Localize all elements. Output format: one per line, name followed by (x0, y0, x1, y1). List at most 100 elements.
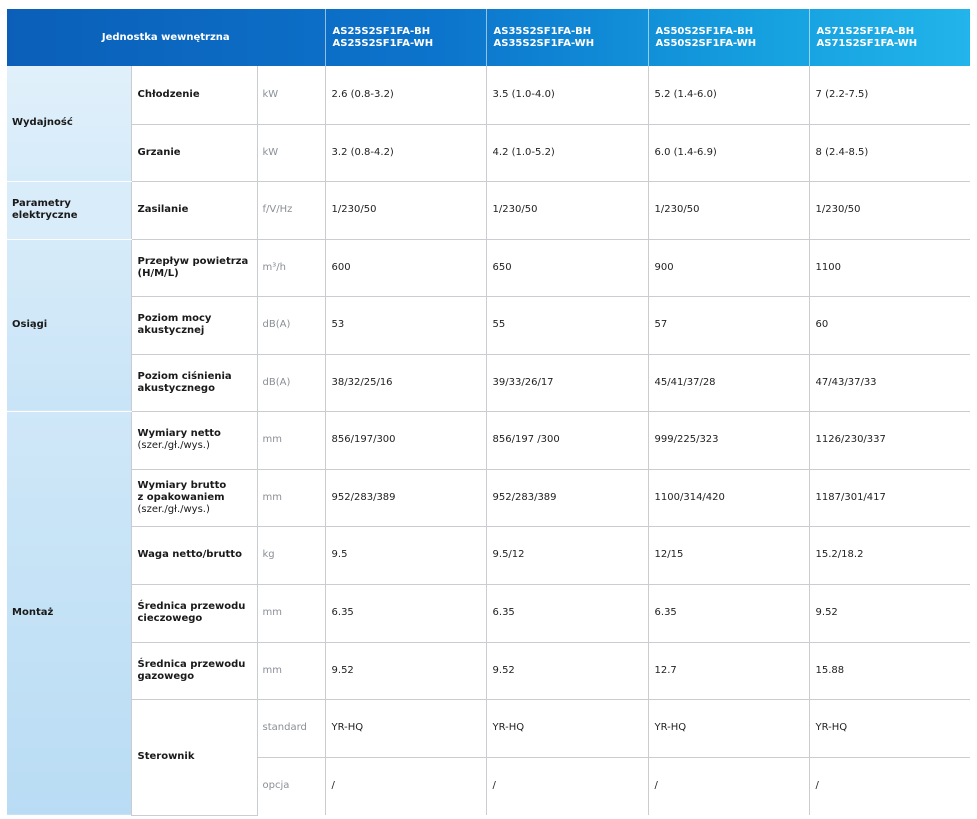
value-cell: 1/230/50 (324, 181, 487, 240)
table-row: Średnica przewodu cieczowego mm 6.35 6.35… (7, 584, 971, 643)
value-cell: YR-HQ (647, 699, 810, 758)
param-label: Grzanie (130, 124, 257, 182)
value-cell: 1100/314/420 (647, 469, 810, 527)
model-header: AS35S2SF1FA-BH AS35S2SF1FA-WH (485, 9, 649, 66)
value-cell: YR-HQ (808, 699, 971, 758)
value-cell: 1187/301/417 (808, 469, 971, 527)
value-cell: 9.52 (485, 642, 649, 700)
value-cell: 9.5/12 (485, 526, 649, 585)
value-cell: 45/41/37/28 (647, 354, 810, 412)
value-cell: 47/43/37/33 (808, 354, 971, 412)
unit-label: standard (256, 699, 326, 758)
value-cell: 57 (647, 296, 810, 355)
unit-label: opcja (256, 757, 326, 815)
param-label: Przepływ powietrza (H/M/L) (130, 239, 257, 297)
model-header: AS25S2SF1FA-BH AS25S2SF1FA-WH (324, 9, 487, 66)
value-cell: YR-HQ (324, 699, 487, 758)
value-cell: / (485, 757, 649, 815)
unit-label: mm (256, 469, 326, 527)
value-cell: 1126/230/337 (808, 411, 971, 470)
value-cell: 12.7 (647, 642, 810, 700)
value-cell: 952/283/389 (485, 469, 649, 527)
value-cell: 15.88 (808, 642, 971, 700)
param-label: Waga netto/brutto (130, 526, 257, 585)
table-row: Poziom ciśnienia akustycznego dB(A) 38/32… (7, 354, 971, 412)
table-row: Osiągi Przepływ powietrza (H/M/L) m³/h 60… (7, 239, 971, 412)
value-cell: 6.35 (485, 584, 649, 643)
value-cell: 39/33/26/17 (485, 354, 649, 412)
table-row: Waga netto/brutto kg 9.5 9.5/12 12/15 15… (7, 526, 971, 585)
unit-label: f/V/Hz (256, 181, 326, 240)
unit-label: mm (256, 642, 326, 700)
param-label: Sterownik (130, 699, 257, 816)
value-cell: 9.5 (324, 526, 487, 585)
unit-label: dB(A) (256, 354, 326, 412)
table-row: opcja / / / / (7, 757, 971, 815)
value-cell: 3.5 (1.0-4.0) (485, 66, 649, 125)
unit-label: dB(A) (256, 296, 326, 355)
unit-label: m³/h (256, 239, 326, 297)
unit-label: mm (256, 411, 326, 470)
param-label: Wymiary brutto z opakowaniem (szer./gł./wy… (130, 469, 257, 527)
value-cell: 53 (324, 296, 487, 355)
value-cell: 8 (2.4-8.5) (808, 124, 971, 182)
value-cell: 15.2/18.2 (808, 526, 971, 585)
value-cell: 7 (2.2-7.5) (808, 66, 971, 125)
header-title: Jednostka wewnętrzna (101, 31, 230, 43)
param-label: Zasilanie (130, 181, 257, 240)
value-cell: 856/197/300 (324, 411, 487, 470)
value-cell: 999/225/323 (647, 411, 810, 470)
value-cell: 1/230/50 (485, 181, 649, 240)
category-label: Montaż (7, 411, 131, 815)
unit-label: mm (256, 584, 326, 643)
unit-label: kW (256, 124, 326, 182)
value-cell: 952/283/389 (324, 469, 487, 527)
value-cell: 9.52 (324, 642, 487, 700)
value-cell: / (647, 757, 810, 815)
value-cell: / (808, 757, 971, 815)
value-cell: 1/230/50 (808, 181, 971, 240)
value-cell: 12/15 (647, 526, 810, 585)
param-label: Średnica przewodu cieczowego (130, 584, 257, 643)
value-cell: 55 (485, 296, 649, 355)
category-label: Osiągi (7, 239, 131, 412)
param-label: Średnica przewodu gazowego (130, 642, 257, 700)
header-row: Jednostka wewnętrzna AS25S2SF1FA-BH AS25S… (7, 9, 971, 66)
category-label: Wydajność (7, 66, 131, 182)
value-cell: 600 (324, 239, 487, 297)
value-cell: / (324, 757, 487, 815)
value-cell: 38/32/25/16 (324, 354, 487, 412)
table-row: Wydajność Chłodzenie kW 2.6 (0.8-3.2) 3.… (7, 66, 971, 182)
value-cell: 6.0 (1.4-6.9) (647, 124, 810, 182)
table-row: Wymiary brutto z opakowaniem (szer./gł./wy… (7, 469, 971, 527)
value-cell: 650 (485, 239, 649, 297)
table-row: Sterownik standard YR-HQ YR-HQ YR-HQ YR-… (7, 699, 971, 816)
value-cell: 4.2 (1.0-5.2) (485, 124, 649, 182)
model-header: AS71S2SF1FA-BH AS71S2SF1FA-WH (808, 9, 971, 66)
value-cell: 3.2 (0.8-4.2) (324, 124, 487, 182)
param-label: Wymiary netto (szer./gł./wys.) (130, 411, 257, 470)
table-row: Parametry elektryczne Zasilanie f/V/Hz 1… (7, 181, 971, 240)
value-cell: 5.2 (1.4-6.0) (647, 66, 810, 125)
value-cell: 1100 (808, 239, 971, 297)
param-label: Poziom mocy akustycznej (130, 296, 257, 355)
value-cell: 900 (647, 239, 810, 297)
table-row: Montaż Wymiary netto (szer./gł./wys.) mm … (7, 411, 971, 815)
value-cell: 1/230/50 (647, 181, 810, 240)
param-label: Poziom ciśnienia akustycznego (130, 354, 257, 412)
value-cell: 9.52 (808, 584, 971, 643)
value-cell: 6.35 (324, 584, 487, 643)
param-label: Chłodzenie (130, 66, 257, 125)
spec-table: Jednostka wewnętrzna AS25S2SF1FA-BH AS25S… (7, 9, 971, 816)
category-label: Parametry elektryczne (7, 181, 131, 240)
value-cell: 60 (808, 296, 971, 355)
table-row: Grzanie kW 3.2 (0.8-4.2) 4.2 (1.0-5.2) 6… (7, 124, 971, 182)
model-header: AS50S2SF1FA-BH AS50S2SF1FA-WH (647, 9, 810, 66)
value-cell: YR-HQ (485, 699, 649, 758)
value-cell: 6.35 (647, 584, 810, 643)
unit-label: kW (256, 66, 326, 125)
table-row: Poziom mocy akustycznej dB(A) 53 55 57 60 (7, 296, 971, 355)
unit-label: kg (256, 526, 326, 585)
value-cell: 2.6 (0.8-3.2) (324, 66, 487, 125)
spec-table-container: Jednostka wewnętrzna AS25S2SF1FA-BH AS25S… (7, 9, 971, 816)
